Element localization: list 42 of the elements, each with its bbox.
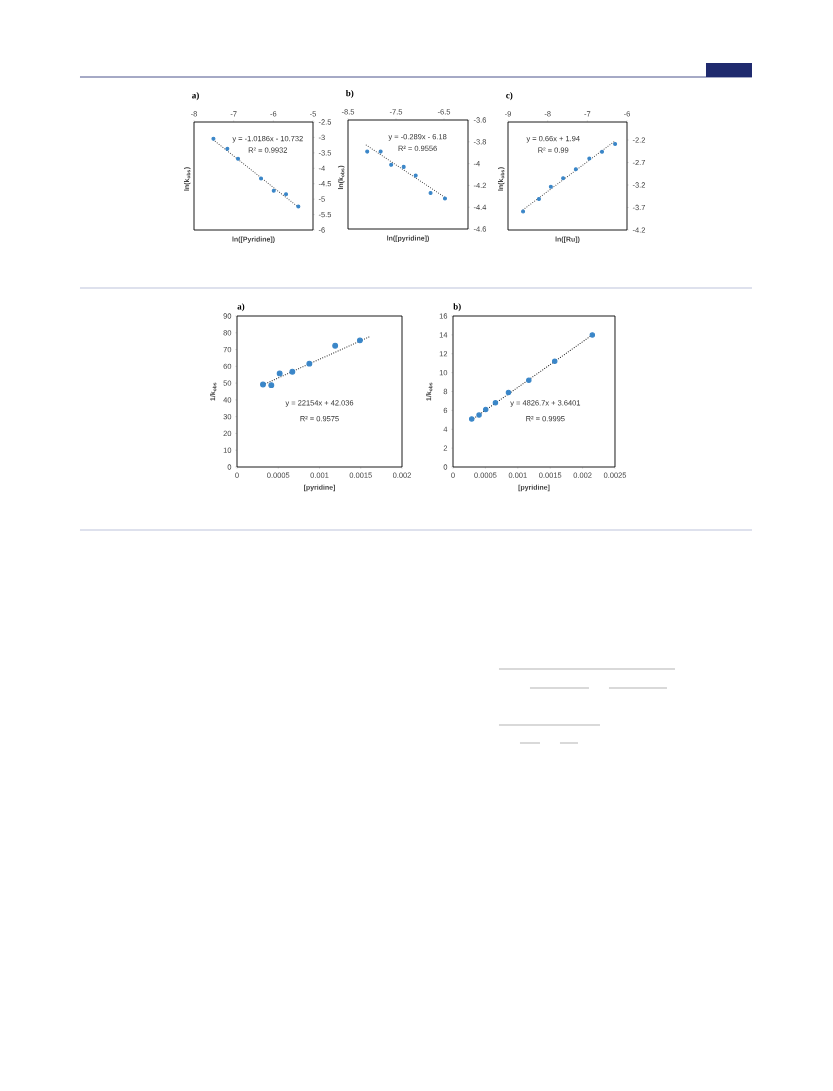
point <box>613 142 618 147</box>
point <box>260 381 266 388</box>
point <box>271 188 276 193</box>
point <box>442 196 447 201</box>
point <box>505 389 512 396</box>
point <box>548 184 553 189</box>
point <box>599 149 605 154</box>
point <box>211 136 216 141</box>
point <box>492 400 499 406</box>
point <box>225 146 230 151</box>
point <box>476 412 482 418</box>
point <box>235 156 241 161</box>
chart-title: b) <box>345 89 354 99</box>
point <box>268 382 275 389</box>
point <box>365 149 370 154</box>
point <box>587 156 592 161</box>
point <box>482 406 489 413</box>
point <box>276 370 283 377</box>
point <box>332 342 339 349</box>
point <box>521 209 526 214</box>
point <box>536 196 541 202</box>
point <box>589 332 596 338</box>
point <box>468 416 475 422</box>
chart-title: a) <box>192 92 199 101</box>
chart-title: c) <box>506 92 513 101</box>
point <box>552 358 558 365</box>
point <box>283 192 289 197</box>
point <box>356 337 363 344</box>
point <box>378 149 383 154</box>
point <box>296 204 301 209</box>
point <box>289 368 296 375</box>
point <box>526 377 532 383</box>
chart-title: a) <box>237 303 245 312</box>
point <box>259 176 264 181</box>
point <box>561 176 566 181</box>
chart-title: b) <box>453 303 461 312</box>
point <box>401 164 406 169</box>
point <box>389 162 394 167</box>
point <box>428 191 433 196</box>
point <box>306 360 313 367</box>
point <box>573 167 578 172</box>
point <box>413 173 418 178</box>
